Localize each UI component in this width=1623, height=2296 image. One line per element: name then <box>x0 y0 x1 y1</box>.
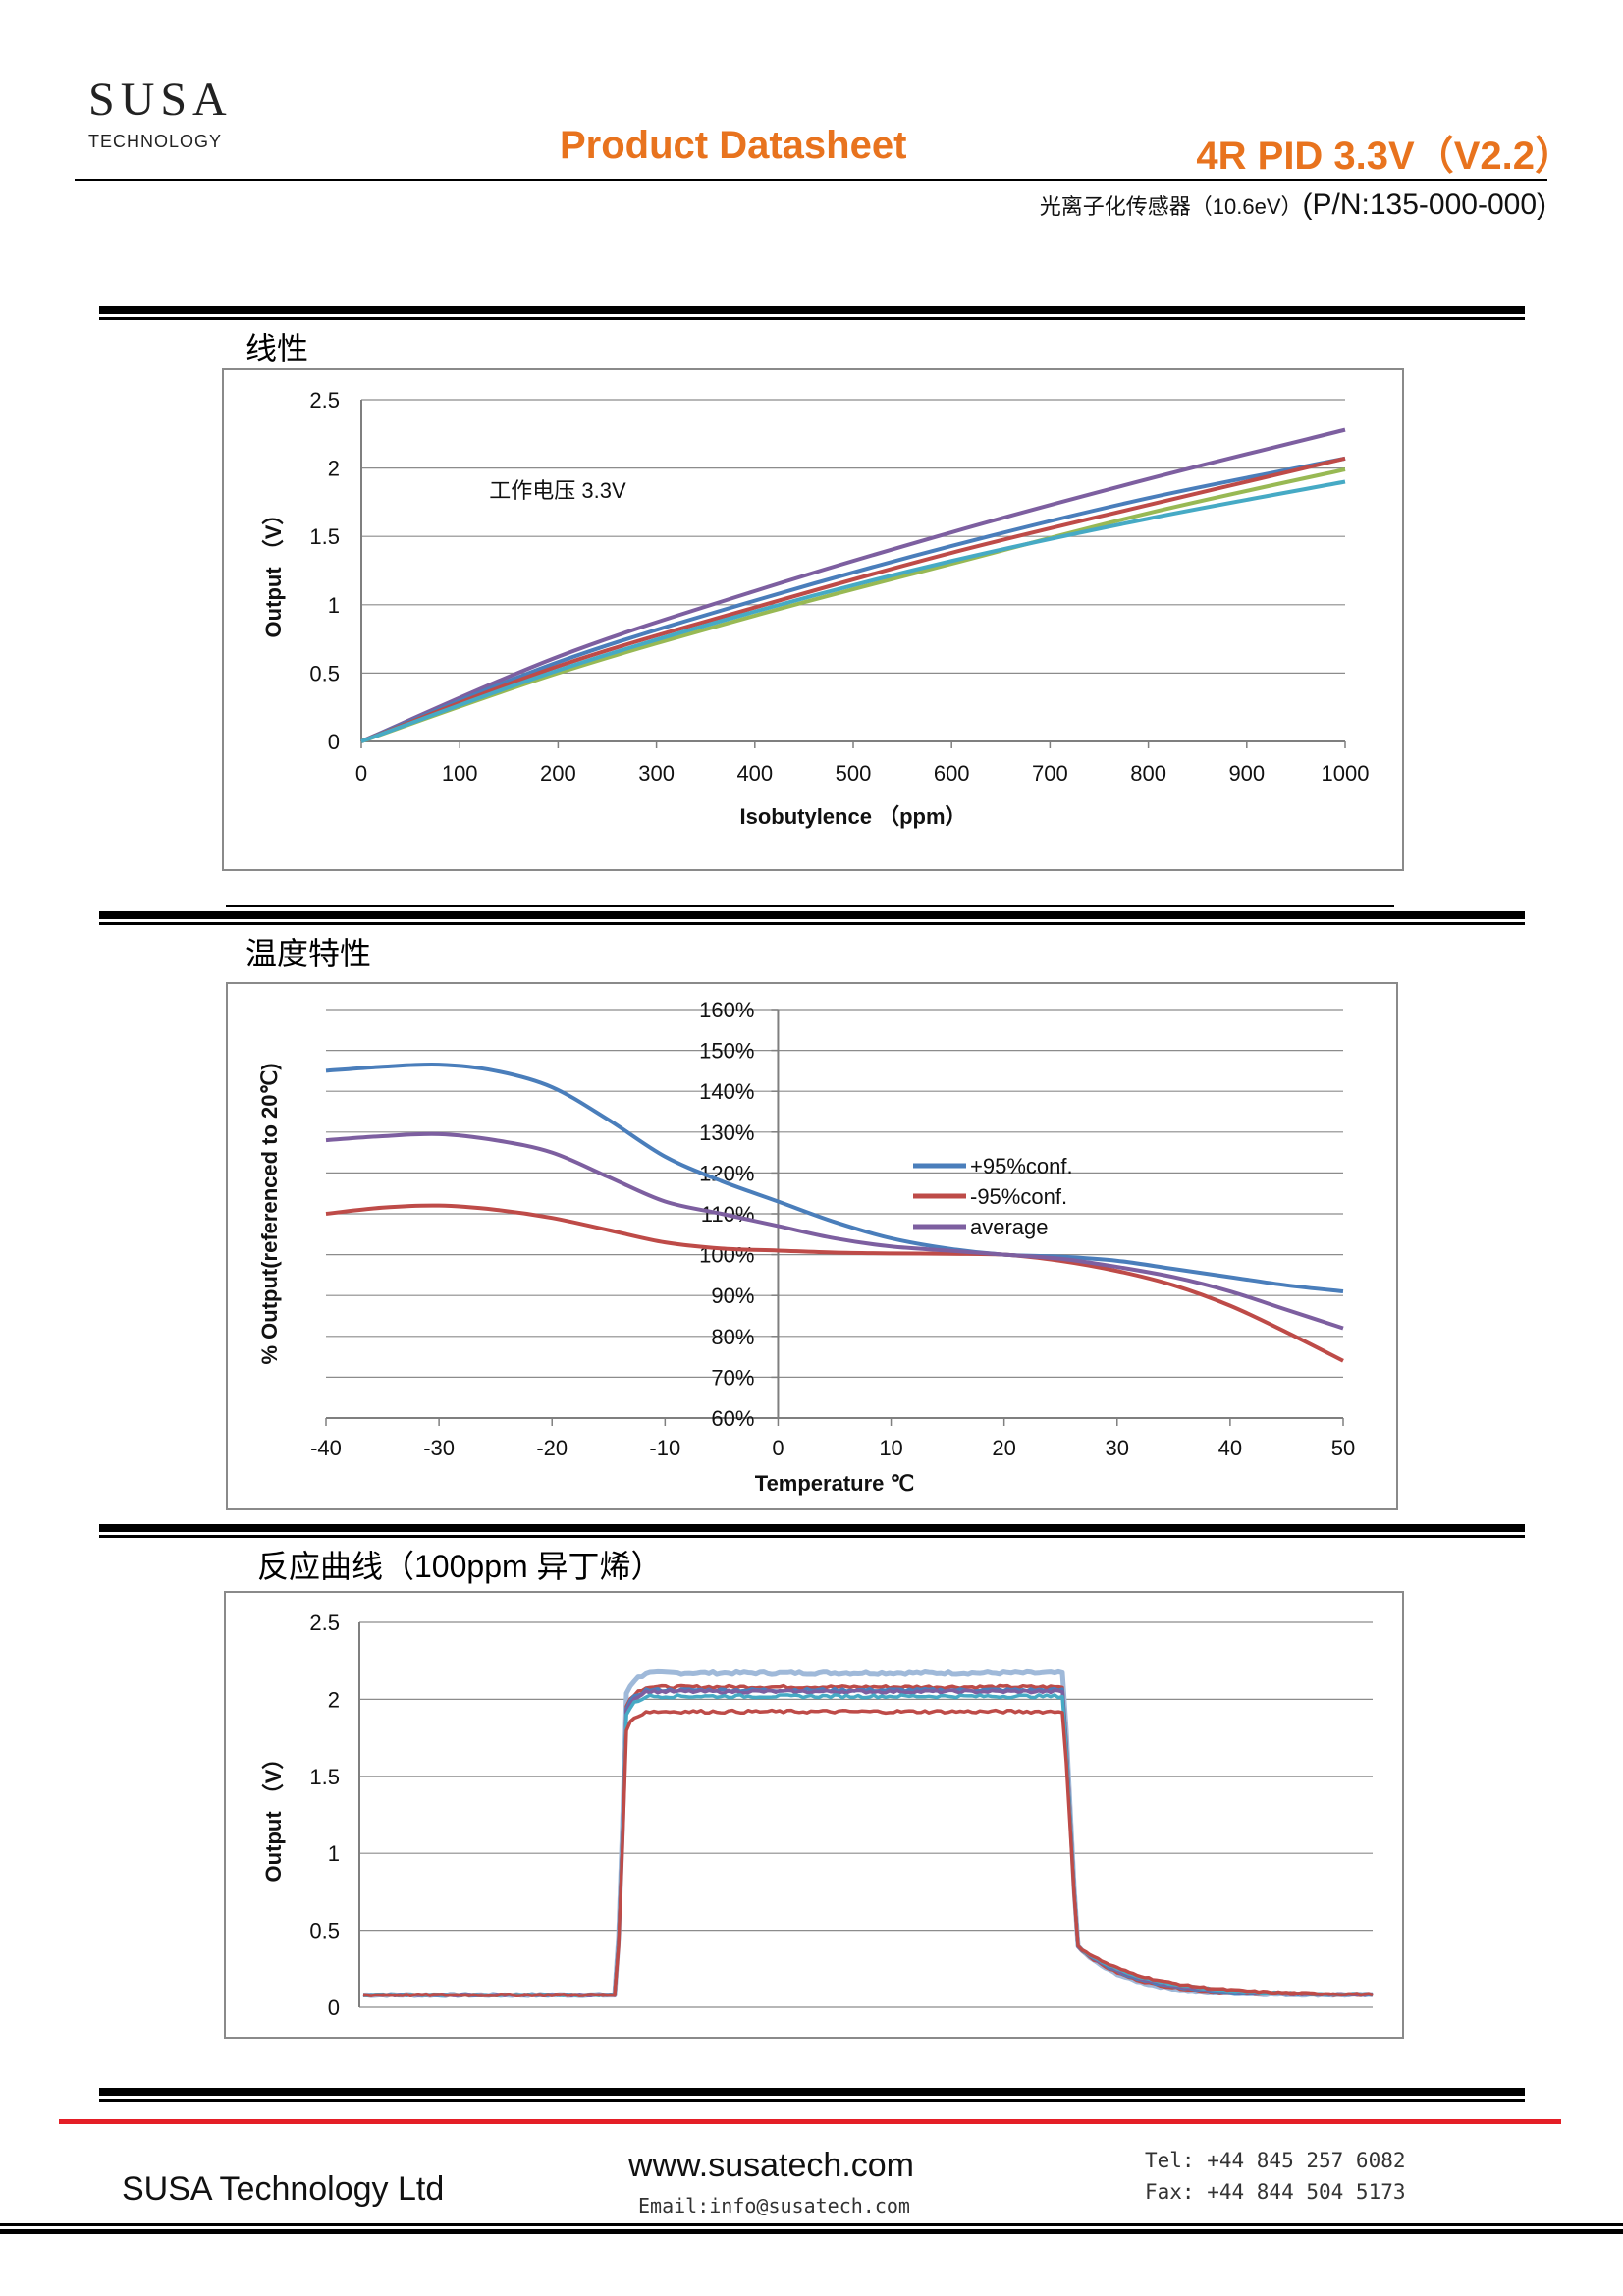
series-line-5 <box>362 1708 1374 1997</box>
x-tick-label: 300 <box>638 761 675 786</box>
logo-subtitle: TECHNOLOGY <box>88 132 223 151</box>
x-tick-label: 200 <box>540 761 576 786</box>
y-tick-label: 1 <box>328 593 340 618</box>
x-tick-label: 700 <box>1032 761 1068 786</box>
x-axis-label: Temperature ℃ <box>755 1471 914 1496</box>
x-tick-label: -40 <box>310 1436 342 1460</box>
section-rule-bottom <box>99 2088 1525 2102</box>
y-tick-label: 60% <box>711 1406 754 1431</box>
legend-label-0: +95%conf. <box>970 1154 1073 1178</box>
section-title-linearity: 线性 <box>245 331 309 366</box>
x-tick-label: 500 <box>836 761 872 786</box>
product-subtitle: 光离子化传感器（10.6eV）(P/N:135-000-000) <box>1040 189 1546 222</box>
section-title-temperature: 温度特性 <box>245 936 372 971</box>
linearity-chart-box: 0 0.5 1 1.5 2 2.5 0 100 200 300 400 500 600 700 800 900… <box>222 368 1404 871</box>
series-line-2 <box>362 1686 1374 1997</box>
x-tick-label: -20 <box>536 1436 568 1460</box>
y-tick-label: 160% <box>699 998 754 1022</box>
temperature-chart: 60%70%80%90%100%110%120%130%140%150%160%… <box>257 998 1355 1496</box>
y-tick-label: 80% <box>711 1325 754 1349</box>
linearity-chart: 0 0.5 1 1.5 2 2.5 0 100 200 300 400 500 600 700 800 900… <box>261 388 1370 829</box>
y-tick-label: 150% <box>699 1039 754 1064</box>
x-tick-label: 1000 <box>1322 761 1370 786</box>
x-tick-label: 20 <box>992 1436 1015 1460</box>
temperature-chart-box: 60% 70% 80% 90% 100% 110% 120% 130% 140% 150% 160%… <box>226 982 1398 1510</box>
response-chart: 0 0.5 1 1.5 2 2.5 Output （V） <box>261 1611 1374 2020</box>
section-rule-linearity <box>99 306 1525 320</box>
footer-fax: Fax: +44 844 504 5173 <box>1145 2180 1406 2204</box>
x-tick-label: 600 <box>934 761 970 786</box>
y-axis-label: % Output(referenced to 20℃) <box>257 1063 282 1364</box>
series-line-4 <box>362 1693 1374 1997</box>
x-tick-label: 50 <box>1331 1436 1355 1460</box>
series-line-1 <box>362 1683 1374 1997</box>
series-line-1 <box>325 1203 1344 1363</box>
x-tick-label: 900 <box>1228 761 1265 786</box>
y-axis-label: Output （V） <box>261 1748 286 1883</box>
y-tick-label: 0 <box>328 1995 340 2020</box>
x-tick-label: 0 <box>355 761 367 786</box>
x-tick-label: 400 <box>736 761 773 786</box>
y-axis-label: Output （V） <box>261 504 286 638</box>
x-tick-label: 0 <box>772 1436 784 1460</box>
y-tick-label: 1.5 <box>309 1765 340 1789</box>
subtitle-cn: 光离子化传感器（10.6eV） <box>1039 194 1303 219</box>
series-line-1 <box>360 456 1346 743</box>
y-tick-label: 2.5 <box>309 388 340 412</box>
y-tick-label: 2.5 <box>309 1611 340 1635</box>
legend-label-2: average <box>970 1215 1049 1239</box>
model-name: 4R PID 3.3V（V2.2） <box>1196 135 1574 178</box>
x-tick-label: 800 <box>1130 761 1166 786</box>
x-tick-label: -10 <box>649 1436 680 1460</box>
header-rule <box>75 179 1547 181</box>
y-tick-label: 2 <box>328 457 340 481</box>
x-tick-label: 30 <box>1106 1436 1129 1460</box>
y-tick-label: 1.5 <box>309 524 340 549</box>
legend-label-1: -95%conf. <box>970 1184 1067 1209</box>
footer-rule <box>0 2223 1623 2235</box>
y-tick-label: 70% <box>711 1365 754 1390</box>
series-line-4 <box>360 479 1346 743</box>
footer-website[interactable]: www.susatech.com <box>628 2147 914 2184</box>
y-tick-label: 1 <box>328 1841 340 1866</box>
footer-email[interactable]: Email:info@susatech.com <box>638 2194 910 2217</box>
section-title-response: 反应曲线（100ppm 异丁烯） <box>257 1549 663 1584</box>
x-axis-label: Isobutylence （ppm） <box>739 804 966 829</box>
x-tick-label: 100 <box>442 761 478 786</box>
x-tick-label: 40 <box>1218 1436 1242 1460</box>
series-line-2 <box>325 1131 1344 1331</box>
subtitle-pn: (P/N:135-000-000) <box>1302 189 1546 221</box>
y-tick-label: 90% <box>711 1284 754 1308</box>
footer-red-line <box>59 2119 1561 2124</box>
footer-company: SUSA Technology Ltd <box>122 2170 445 2208</box>
x-tick-label: 10 <box>879 1436 902 1460</box>
document-title: Product Datasheet <box>560 124 907 167</box>
chart-annotation: 工作电压 3.3V <box>489 478 626 503</box>
y-tick-label: 0.5 <box>309 661 340 685</box>
logo-name: SUSA <box>88 74 233 126</box>
series-line-0 <box>360 427 1346 743</box>
y-tick-label: 130% <box>699 1121 754 1145</box>
footer-tel: Tel: +44 845 257 6082 <box>1145 2149 1406 2172</box>
y-tick-label: 2 <box>328 1687 340 1712</box>
series-line-0 <box>325 1063 1344 1294</box>
y-tick-label: 0.5 <box>309 1919 340 1943</box>
series-line-2 <box>360 456 1346 743</box>
series-line-3 <box>362 1688 1374 1997</box>
x-tick-label: -30 <box>423 1436 455 1460</box>
y-tick-label: 140% <box>699 1079 754 1104</box>
section-rule-temperature <box>99 911 1525 925</box>
section-rule-response <box>99 1524 1525 1538</box>
response-chart-box: 0 0.5 1 1.5 2 2.5 Output （V） <box>224 1591 1404 2039</box>
series-line-0 <box>362 1668 1374 1998</box>
chart-underline <box>226 905 1394 907</box>
series-line-3 <box>360 467 1346 743</box>
y-tick-label: 0 <box>328 730 340 754</box>
